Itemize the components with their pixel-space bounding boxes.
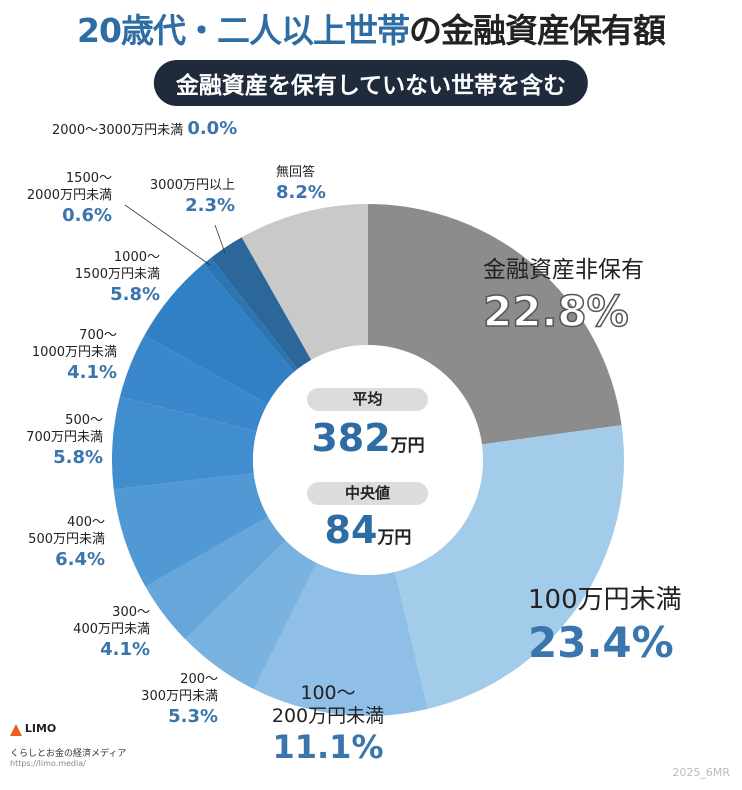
- label-100-200: 100〜 200万円未満 11.1%: [258, 682, 398, 766]
- label-pct: 0.0%: [187, 118, 238, 139]
- label-line2: 1000万円未満: [31, 345, 117, 360]
- label-line2: 400万円未満: [73, 622, 150, 637]
- label-500-700: 500〜 700万円未満 5.8%: [3, 412, 103, 470]
- label-pct: 2.3%: [185, 195, 235, 216]
- label-no-answer: 無回答 8.2%: [276, 164, 326, 205]
- mean-unit: 万円: [390, 436, 425, 456]
- label-text: 無回答: [276, 165, 316, 180]
- label-pct: 22.8%: [482, 286, 629, 337]
- title-highlight: 20歳代・二人以上世帯: [77, 11, 410, 50]
- median-value: 84万円: [253, 508, 483, 560]
- footer: LIMO くらしとお金の経済メディア https://limo.media/: [10, 722, 126, 768]
- label-line1: 1500〜: [65, 171, 112, 186]
- label-line1: 300〜: [112, 605, 150, 620]
- median-label: 中央値: [307, 482, 428, 505]
- label-2000-3000: 2000〜3000万円未満 0.0%: [52, 120, 237, 139]
- label-pct: 4.1%: [100, 639, 150, 660]
- label-pct: 23.4%: [528, 618, 674, 667]
- label-line2: 700万円未満: [26, 430, 103, 445]
- label-3000-plus: 3000万円以上 2.3%: [130, 177, 235, 218]
- donut-slice-8: [144, 263, 295, 405]
- donut-slice-12: [241, 204, 368, 360]
- label-1500-2000: 1500〜 2000万円未満 0.6%: [2, 170, 112, 228]
- label-300-400: 300〜 400万円未満 4.1%: [50, 604, 150, 662]
- label-under-100: 100万円未満 23.4%: [528, 584, 682, 670]
- label-line1: 100〜: [300, 682, 356, 704]
- label-pct: 4.1%: [67, 362, 117, 383]
- label-pct: 5.8%: [110, 284, 160, 305]
- source-url: https://limo.media/: [10, 758, 86, 768]
- mean-value: 382万円: [253, 416, 483, 468]
- donut-slice-5: [113, 473, 269, 587]
- mean-number: 382: [311, 416, 391, 460]
- donut-slice-3: [185, 540, 317, 690]
- label-line2: 1500万円未満: [74, 267, 160, 282]
- label-line2: 200万円未満: [271, 705, 385, 727]
- limo-logo: LIMO: [10, 722, 126, 736]
- median-unit: 万円: [377, 528, 412, 548]
- label-line1: 400〜: [67, 515, 105, 530]
- label-1000-1500: 1000〜 1500万円未満 5.8%: [50, 249, 160, 307]
- label-pct: 11.1%: [272, 728, 384, 766]
- donut-slice-0: [368, 204, 622, 445]
- label-non-holding: 金融資産非保有 22.8%: [482, 256, 644, 340]
- label-line1: 500〜: [65, 413, 103, 428]
- donut-slice-7: [119, 335, 268, 432]
- mean-label: 平均: [307, 388, 428, 411]
- donut-slice-2: [253, 562, 428, 716]
- label-200-300: 200〜 300万円未満 5.3%: [118, 671, 218, 729]
- median-number: 84: [324, 508, 378, 552]
- title-rest: の金融資産保有額: [408, 11, 666, 50]
- leader-line-1: [214, 224, 226, 254]
- subtitle-pill: 金融資産を保有していない世帯を含む: [153, 60, 589, 106]
- label-line1: 1000〜: [113, 250, 160, 265]
- page-title: 20歳代・二人以上世帯の金融資産保有額: [0, 4, 742, 52]
- donut-slice-11: [210, 237, 312, 370]
- label-line1: 700〜: [79, 328, 117, 343]
- label-pct: 5.8%: [53, 447, 103, 468]
- logo-text: LIMO: [24, 722, 57, 735]
- donut-slice-4: [145, 516, 286, 640]
- logo-flame-icon: [10, 723, 22, 736]
- label-400-500: 400〜 500万円未満 6.4%: [5, 514, 105, 572]
- label-pct: 8.2%: [276, 182, 326, 203]
- donut-slice-6: [112, 396, 257, 490]
- label-pct: 0.6%: [62, 205, 112, 226]
- donut-slice-9: [203, 257, 298, 372]
- tagline: くらしとお金の経済メディア: [10, 748, 127, 759]
- label-text: 金融資産非保有: [483, 257, 644, 283]
- label-line2: 500万円未満: [28, 532, 105, 547]
- label-text: 3000万円以上: [149, 178, 235, 193]
- label-line2: 300万円未満: [141, 689, 218, 704]
- label-text: 2000〜3000万円未満: [52, 123, 184, 138]
- label-line1: 200〜: [180, 672, 218, 687]
- label-700-1000: 700〜 1000万円未満 4.1%: [7, 327, 117, 385]
- label-pct: 5.3%: [168, 706, 218, 727]
- donut-slice-1: [394, 425, 624, 709]
- label-line2: 2000万円未満: [26, 188, 112, 203]
- label-pct: 6.4%: [55, 549, 105, 570]
- label-text: 100万円未満: [528, 585, 682, 615]
- leader-line-0: [124, 204, 211, 266]
- edition-code: 2025_6MR: [672, 766, 730, 779]
